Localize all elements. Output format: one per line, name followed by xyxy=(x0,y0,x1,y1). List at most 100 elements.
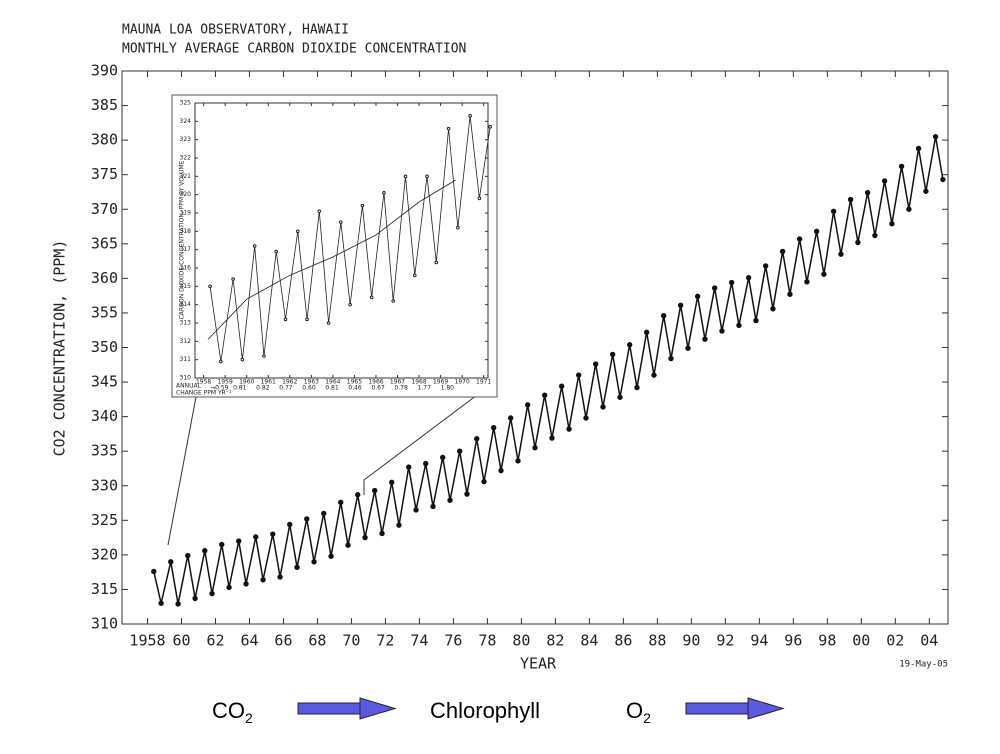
data-point xyxy=(226,584,232,591)
data-point xyxy=(923,188,929,194)
data-point xyxy=(369,295,374,300)
inset-box xyxy=(171,94,498,398)
data-point xyxy=(208,284,212,289)
annual-change: 0.77 xyxy=(279,385,293,392)
x-tick-label: 68 xyxy=(308,632,326,650)
x-tick-label: 1958 xyxy=(129,632,165,650)
data-point xyxy=(770,306,776,312)
y-tick-label: 345 xyxy=(91,373,118,391)
y-tick-label: 318 xyxy=(180,228,192,235)
data-point xyxy=(838,251,844,257)
data-point xyxy=(253,534,259,540)
data-point xyxy=(491,424,497,431)
x-tick-label: 1962 xyxy=(282,379,297,386)
y-tick-label: 312 xyxy=(180,338,192,345)
x-tick-label: 1971 xyxy=(476,379,491,386)
annual-change: 0.82 xyxy=(256,385,270,392)
data-point xyxy=(457,448,463,454)
data-point xyxy=(403,174,408,179)
x-tick-label: 04 xyxy=(920,632,938,650)
data-point xyxy=(345,542,351,548)
x-tick-label: 00 xyxy=(852,632,870,650)
data-point xyxy=(447,497,453,503)
x-tick-label: 1958 xyxy=(196,379,211,386)
connector xyxy=(167,396,197,546)
data-point xyxy=(787,291,793,297)
data-point xyxy=(515,458,521,464)
x-tick-label: 66 xyxy=(274,632,292,650)
y-tick-label: 335 xyxy=(91,442,118,460)
data-point xyxy=(634,384,640,391)
data-point xyxy=(906,206,912,212)
data-point xyxy=(464,491,470,497)
data-point xyxy=(855,239,861,246)
data-point xyxy=(274,249,279,254)
x-tick-label: 82 xyxy=(546,632,564,650)
x-tick-label: 1966 xyxy=(368,379,383,386)
inset-frame xyxy=(194,102,489,379)
x-tick-label: 96 xyxy=(784,632,802,650)
data-point xyxy=(305,317,309,322)
data-point xyxy=(446,126,451,131)
x-tick-label: 1959 xyxy=(218,379,233,386)
x-tick-label: 86 xyxy=(614,632,632,650)
data-point xyxy=(617,394,623,400)
data-point xyxy=(379,530,385,537)
annual-change: 0.46 xyxy=(348,385,362,392)
data-point xyxy=(294,564,300,571)
y-tick-label: 365 xyxy=(91,234,118,252)
data-point xyxy=(240,357,245,362)
chlorophyll-label: Chlorophyll xyxy=(430,698,540,723)
y-tick-label: 311 xyxy=(180,356,192,363)
x-tick-label: 80 xyxy=(512,632,530,650)
y-tick-label: 322 xyxy=(180,155,192,162)
data-point xyxy=(440,454,446,461)
data-point xyxy=(702,336,708,342)
x-tick-label: 1970 xyxy=(455,379,470,386)
o2-label: O2 xyxy=(626,698,651,726)
data-point xyxy=(338,499,344,506)
data-point xyxy=(304,516,310,522)
data-point xyxy=(321,510,327,517)
data-point xyxy=(236,538,242,544)
data-point xyxy=(175,601,181,607)
data-point xyxy=(287,521,293,528)
x-tick-label: 78 xyxy=(478,632,496,650)
data-point xyxy=(711,285,718,291)
x-tick-label: 1965 xyxy=(347,379,362,386)
arrow xyxy=(685,697,785,720)
y-tick-label: 380 xyxy=(91,131,118,149)
data-point xyxy=(372,487,378,494)
x-tick-label: 98 xyxy=(818,632,836,650)
y-tick-label: 310 xyxy=(180,375,192,382)
data-point xyxy=(796,236,803,242)
data-line xyxy=(153,136,944,605)
y-tick-label: 340 xyxy=(91,407,118,425)
x-tick-label: 72 xyxy=(376,632,394,650)
data-point xyxy=(192,595,198,602)
data-point xyxy=(295,229,300,234)
data-point xyxy=(412,273,417,278)
data-point xyxy=(592,361,599,367)
x-tick-label: 1967 xyxy=(390,379,405,386)
data-point xyxy=(507,415,514,421)
data-point xyxy=(423,460,429,467)
y-tick-label: 321 xyxy=(180,173,192,180)
y-tick-label: 320 xyxy=(91,545,118,563)
y-tick-label: 317 xyxy=(180,246,192,253)
data-point xyxy=(583,415,589,421)
y-tick-label: 370 xyxy=(91,200,118,218)
data-point xyxy=(677,302,684,309)
data-point xyxy=(660,313,667,319)
annual-change: 1.77 xyxy=(418,385,432,392)
y-tick-label: 325 xyxy=(180,100,192,107)
y-tick-label: 330 xyxy=(91,476,118,494)
data-point xyxy=(328,553,334,559)
data-point xyxy=(872,232,878,239)
y-axis-label: CO2 CONCENTRATION, (PPM) xyxy=(51,240,69,457)
data-point xyxy=(753,317,759,324)
data-point xyxy=(600,404,606,410)
x-tick-label: 60 xyxy=(172,632,190,650)
y-tick-label: 310 xyxy=(91,615,118,633)
data-point xyxy=(736,322,742,329)
